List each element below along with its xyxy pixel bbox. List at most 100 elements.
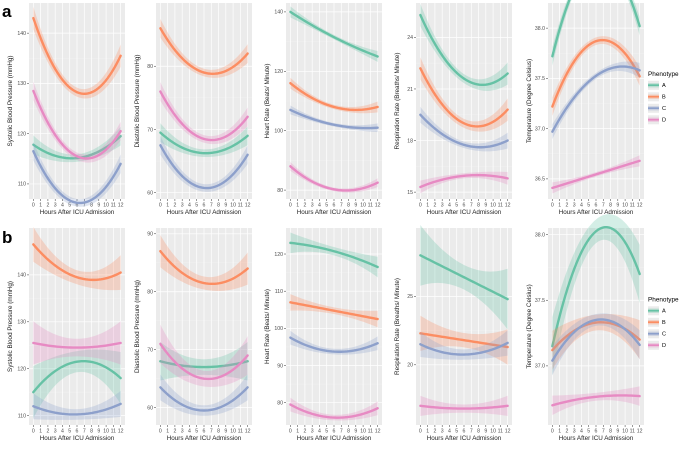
x-tick-label: 7 (470, 203, 473, 209)
series-line-B (419, 67, 509, 128)
y-tick-label: 110 (18, 182, 26, 188)
y-axis-label: Heart Rate (Beats/ Minute) (264, 64, 271, 139)
y-tick-label: 130 (17, 320, 26, 326)
y-axis-label: Respiration Rate (Breaths/ Minute) (394, 278, 401, 375)
x-tick-label: 3 (573, 429, 576, 435)
x-tick-label: 11 (238, 203, 243, 209)
x-tick-label: 10 (490, 429, 496, 435)
y-tick-label: 15 (407, 190, 413, 196)
x-tick-label: 7 (83, 203, 86, 209)
x-tick-label: 3 (573, 203, 576, 209)
y-axis-label: Diastolic Blood Pressure (mmHg) (134, 54, 141, 147)
y-tick-label: 120 (17, 131, 26, 137)
x-tick-label: 7 (340, 429, 343, 435)
x-tick-label: 1 (558, 203, 561, 209)
x-tick-label: 9 (224, 203, 227, 209)
x-tick-label: 3 (181, 203, 184, 209)
x-tick-label: 5 (325, 429, 328, 435)
y-axis-label: Temperature (Degree Celsius) (526, 284, 533, 368)
series-line-A (32, 134, 122, 160)
series-line-C (159, 386, 249, 412)
x-tick-label: 7 (340, 203, 343, 209)
y-axis-label: Systolic Blood Pressure (mmHg) (7, 56, 14, 147)
y-axis-label: Temperature (Degree Celsius) (526, 59, 533, 143)
x-tick-label: 1 (426, 203, 429, 209)
series-line-B (159, 27, 249, 76)
y-tick-label: 90 (147, 232, 153, 238)
x-axis-label: Hours After ICU Admission (427, 435, 502, 442)
y-tick-label: 120 (17, 367, 26, 373)
x-tick-label: 9 (616, 203, 619, 209)
x-tick-label: 0 (419, 203, 422, 209)
x-tick-label: 2 (303, 203, 306, 209)
x-tick-label: 1 (426, 429, 429, 435)
x-tick-label: 9 (224, 429, 227, 435)
x-tick-label: 12 (118, 429, 124, 435)
x-tick-label: 8 (609, 429, 612, 435)
x-tick-label: 12 (505, 203, 511, 209)
ci-band-B (552, 314, 640, 370)
x-tick-label: 1 (166, 429, 169, 435)
ci-band-A (33, 126, 121, 163)
x-tick-label: 0 (551, 429, 554, 435)
series-line-D (551, 394, 641, 407)
x-tick-label: 11 (238, 429, 243, 435)
y-tick-label: 110 (18, 413, 26, 419)
legend-label-C: C (662, 332, 666, 338)
x-tick-label: 12 (375, 203, 381, 209)
ci-band-B (160, 235, 248, 291)
x-tick-label: 3 (311, 203, 314, 209)
x-tick-label: 9 (97, 203, 100, 209)
series-line-C (419, 341, 509, 356)
x-tick-label: 7 (210, 203, 213, 209)
series-line-A (419, 13, 509, 87)
x-tick-label: 5 (455, 429, 458, 435)
x-tick-label: 5 (325, 203, 328, 209)
x-tick-label: 0 (289, 429, 292, 435)
x-tick-label: 11 (111, 429, 116, 435)
x-tick-label: 0 (419, 429, 422, 435)
series-line-A (289, 241, 379, 269)
x-tick-label: 6 (203, 429, 206, 435)
y-tick-label: 24 (407, 35, 413, 41)
ci-band-C (33, 141, 121, 207)
x-tick-label: 12 (375, 429, 381, 435)
y-tick-label: 80 (277, 400, 283, 406)
y-tick-label: 120 (274, 252, 283, 258)
series-line-D (32, 89, 122, 160)
x-tick-label: 8 (217, 429, 220, 435)
legend-label-D: D (662, 118, 666, 124)
legend-label-A: A (662, 83, 666, 89)
x-tick-label: 7 (602, 203, 605, 209)
series-line-B (551, 38, 641, 108)
y-tick-label: 80 (147, 64, 153, 70)
x-tick-label: 2 (173, 429, 176, 435)
ci-band-C (290, 105, 378, 133)
y-tick-label: 20 (407, 363, 413, 369)
y-axis-label: Respiration Rate (Breaths/ Minute) (394, 53, 401, 150)
x-tick-label: 9 (484, 429, 487, 435)
x-tick-label: 3 (441, 203, 444, 209)
x-tick-label: 4 (318, 203, 321, 209)
series-line-C (419, 113, 509, 149)
x-tick-label: 11 (498, 429, 503, 435)
y-tick-label: 110 (275, 289, 283, 295)
x-tick-label: 6 (595, 429, 598, 435)
x-tick-label: 2 (565, 203, 568, 209)
series-line-B (32, 243, 122, 282)
y-tick-label: 80 (147, 290, 153, 296)
x-tick-label: 10 (622, 203, 628, 209)
x-tick-label: 3 (54, 429, 57, 435)
series-line-C (551, 318, 641, 362)
ci-band-B (420, 57, 508, 132)
x-tick-label: 1 (39, 429, 42, 435)
x-tick-label: 4 (580, 429, 583, 435)
x-tick-label: 9 (354, 203, 357, 209)
